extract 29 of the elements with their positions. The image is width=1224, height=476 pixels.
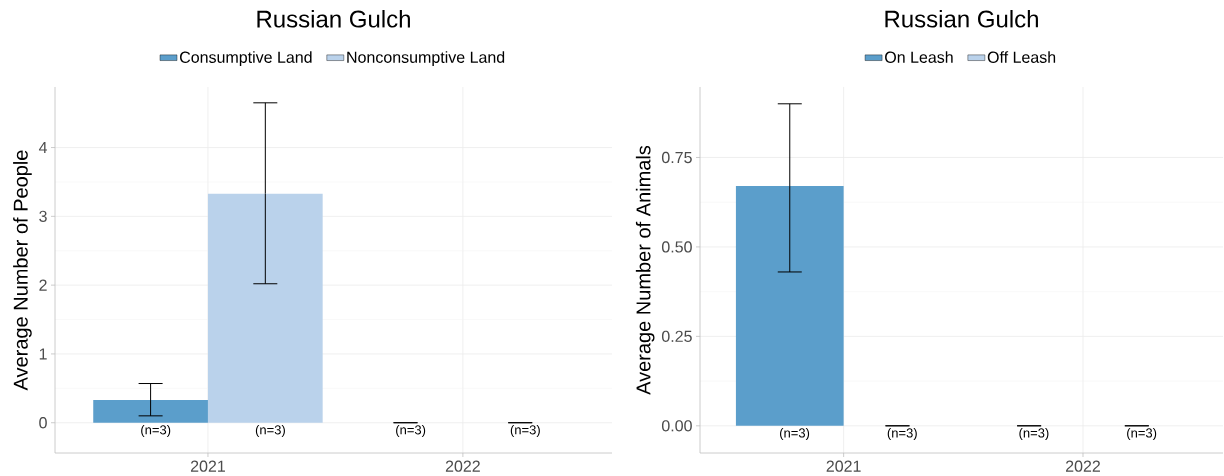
y-tick-label: 4 <box>38 142 48 154</box>
x-tick-label: 2021 <box>826 460 861 472</box>
annotation: (n=3) <box>255 424 285 438</box>
x-tick-label: 2022 <box>445 460 480 472</box>
y-axis-title: Average Number of Animals <box>635 145 655 395</box>
y-tick-label: 0 <box>39 417 47 429</box>
annotation: (n=3) <box>396 424 426 438</box>
y-tick-label: 0.75 <box>661 151 692 164</box>
y-tick-label: 1 <box>39 348 47 360</box>
legend-label: On Leash <box>885 51 953 63</box>
y-tick-label: 0.50 <box>661 241 692 253</box>
chart-title: Russian Gulch <box>257 9 410 28</box>
annotation: (n=3) <box>887 428 917 441</box>
legend-label: Consumptive Land <box>180 51 312 67</box>
y-tick-label: 0.25 <box>661 330 692 343</box>
x-tick-label: 2021 <box>190 460 225 472</box>
chart-title: Russian Gulch <box>885 9 1038 28</box>
annotation: (n=3) <box>1019 428 1049 441</box>
y-tick-label: 2 <box>39 279 47 291</box>
annotation: (n=3) <box>510 424 540 438</box>
y-tick-label: 0.00 <box>661 420 692 432</box>
legend-label: Off Leash <box>987 51 1056 63</box>
x-tick-label: 2022 <box>1066 460 1100 472</box>
annotation: (n=3) <box>141 424 171 438</box>
legend-label: Nonconsumptive Land <box>347 51 505 67</box>
annotation: (n=3) <box>780 428 810 441</box>
annotation: (n=3) <box>1127 428 1157 441</box>
y-tick-label: 3 <box>39 210 47 222</box>
y-axis-title: Average Number of People <box>13 150 32 391</box>
